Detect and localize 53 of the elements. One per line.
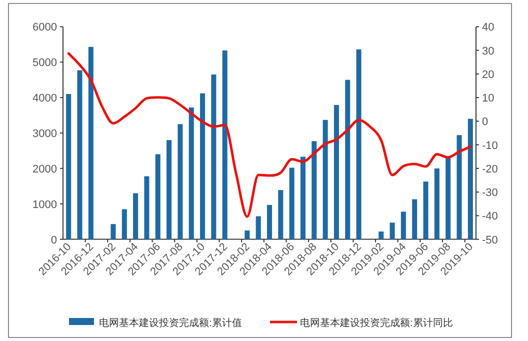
bar — [144, 176, 150, 240]
bar — [412, 199, 418, 240]
bar — [155, 154, 160, 240]
legend-label: 电网基本建设投资完成额:累计值 — [99, 317, 242, 329]
y-tick-label: 2000 — [32, 163, 57, 176]
bar — [400, 212, 406, 240]
y-tick-label: 5000 — [32, 57, 57, 70]
bar — [178, 124, 183, 240]
bar — [222, 50, 228, 240]
bar — [66, 94, 72, 240]
y2-tick-label: 30 — [482, 45, 494, 58]
y2-tick-label: 20 — [482, 68, 494, 81]
bar — [423, 182, 428, 240]
y-tick-label: 1000 — [32, 198, 57, 211]
bar — [345, 80, 350, 240]
legend-label: 电网基本建设投资完成额:累计同比 — [300, 317, 453, 329]
bar — [200, 93, 206, 240]
y2-tick-label: -40 — [482, 210, 498, 223]
y2-tick-label: -10 — [482, 140, 498, 152]
bar — [88, 46, 94, 240]
bar — [122, 209, 127, 240]
bar — [390, 222, 395, 240]
y2-tick-label: 10 — [482, 92, 494, 105]
bar — [456, 135, 462, 240]
y2-tick-label: -20 — [482, 163, 498, 176]
bar — [244, 230, 250, 240]
bar — [211, 74, 216, 240]
y-tick-label: 6000 — [32, 22, 57, 34]
bar — [166, 140, 172, 240]
bar — [110, 224, 116, 240]
y2-tick-label: 40 — [482, 22, 494, 34]
y2-tick-label: 0 — [482, 116, 488, 128]
y2-tick-label: -30 — [482, 187, 498, 200]
y-tick-label: 3000 — [32, 128, 57, 140]
bar — [188, 107, 194, 240]
bar — [266, 204, 272, 240]
y2-tick-label: -50 — [482, 234, 498, 246]
bar — [322, 120, 328, 240]
bar — [133, 193, 138, 240]
bar — [468, 118, 473, 240]
bar — [77, 70, 82, 240]
bar — [356, 49, 362, 240]
bar — [378, 232, 384, 240]
bar — [278, 190, 284, 240]
bar — [312, 141, 317, 240]
bar — [446, 156, 451, 240]
bar — [289, 168, 294, 240]
bar — [300, 156, 306, 240]
bar — [434, 168, 440, 240]
bar — [334, 105, 339, 240]
y-tick-label: 4000 — [32, 92, 57, 105]
bar — [256, 216, 261, 240]
y-tick-label: 0 — [50, 234, 57, 246]
